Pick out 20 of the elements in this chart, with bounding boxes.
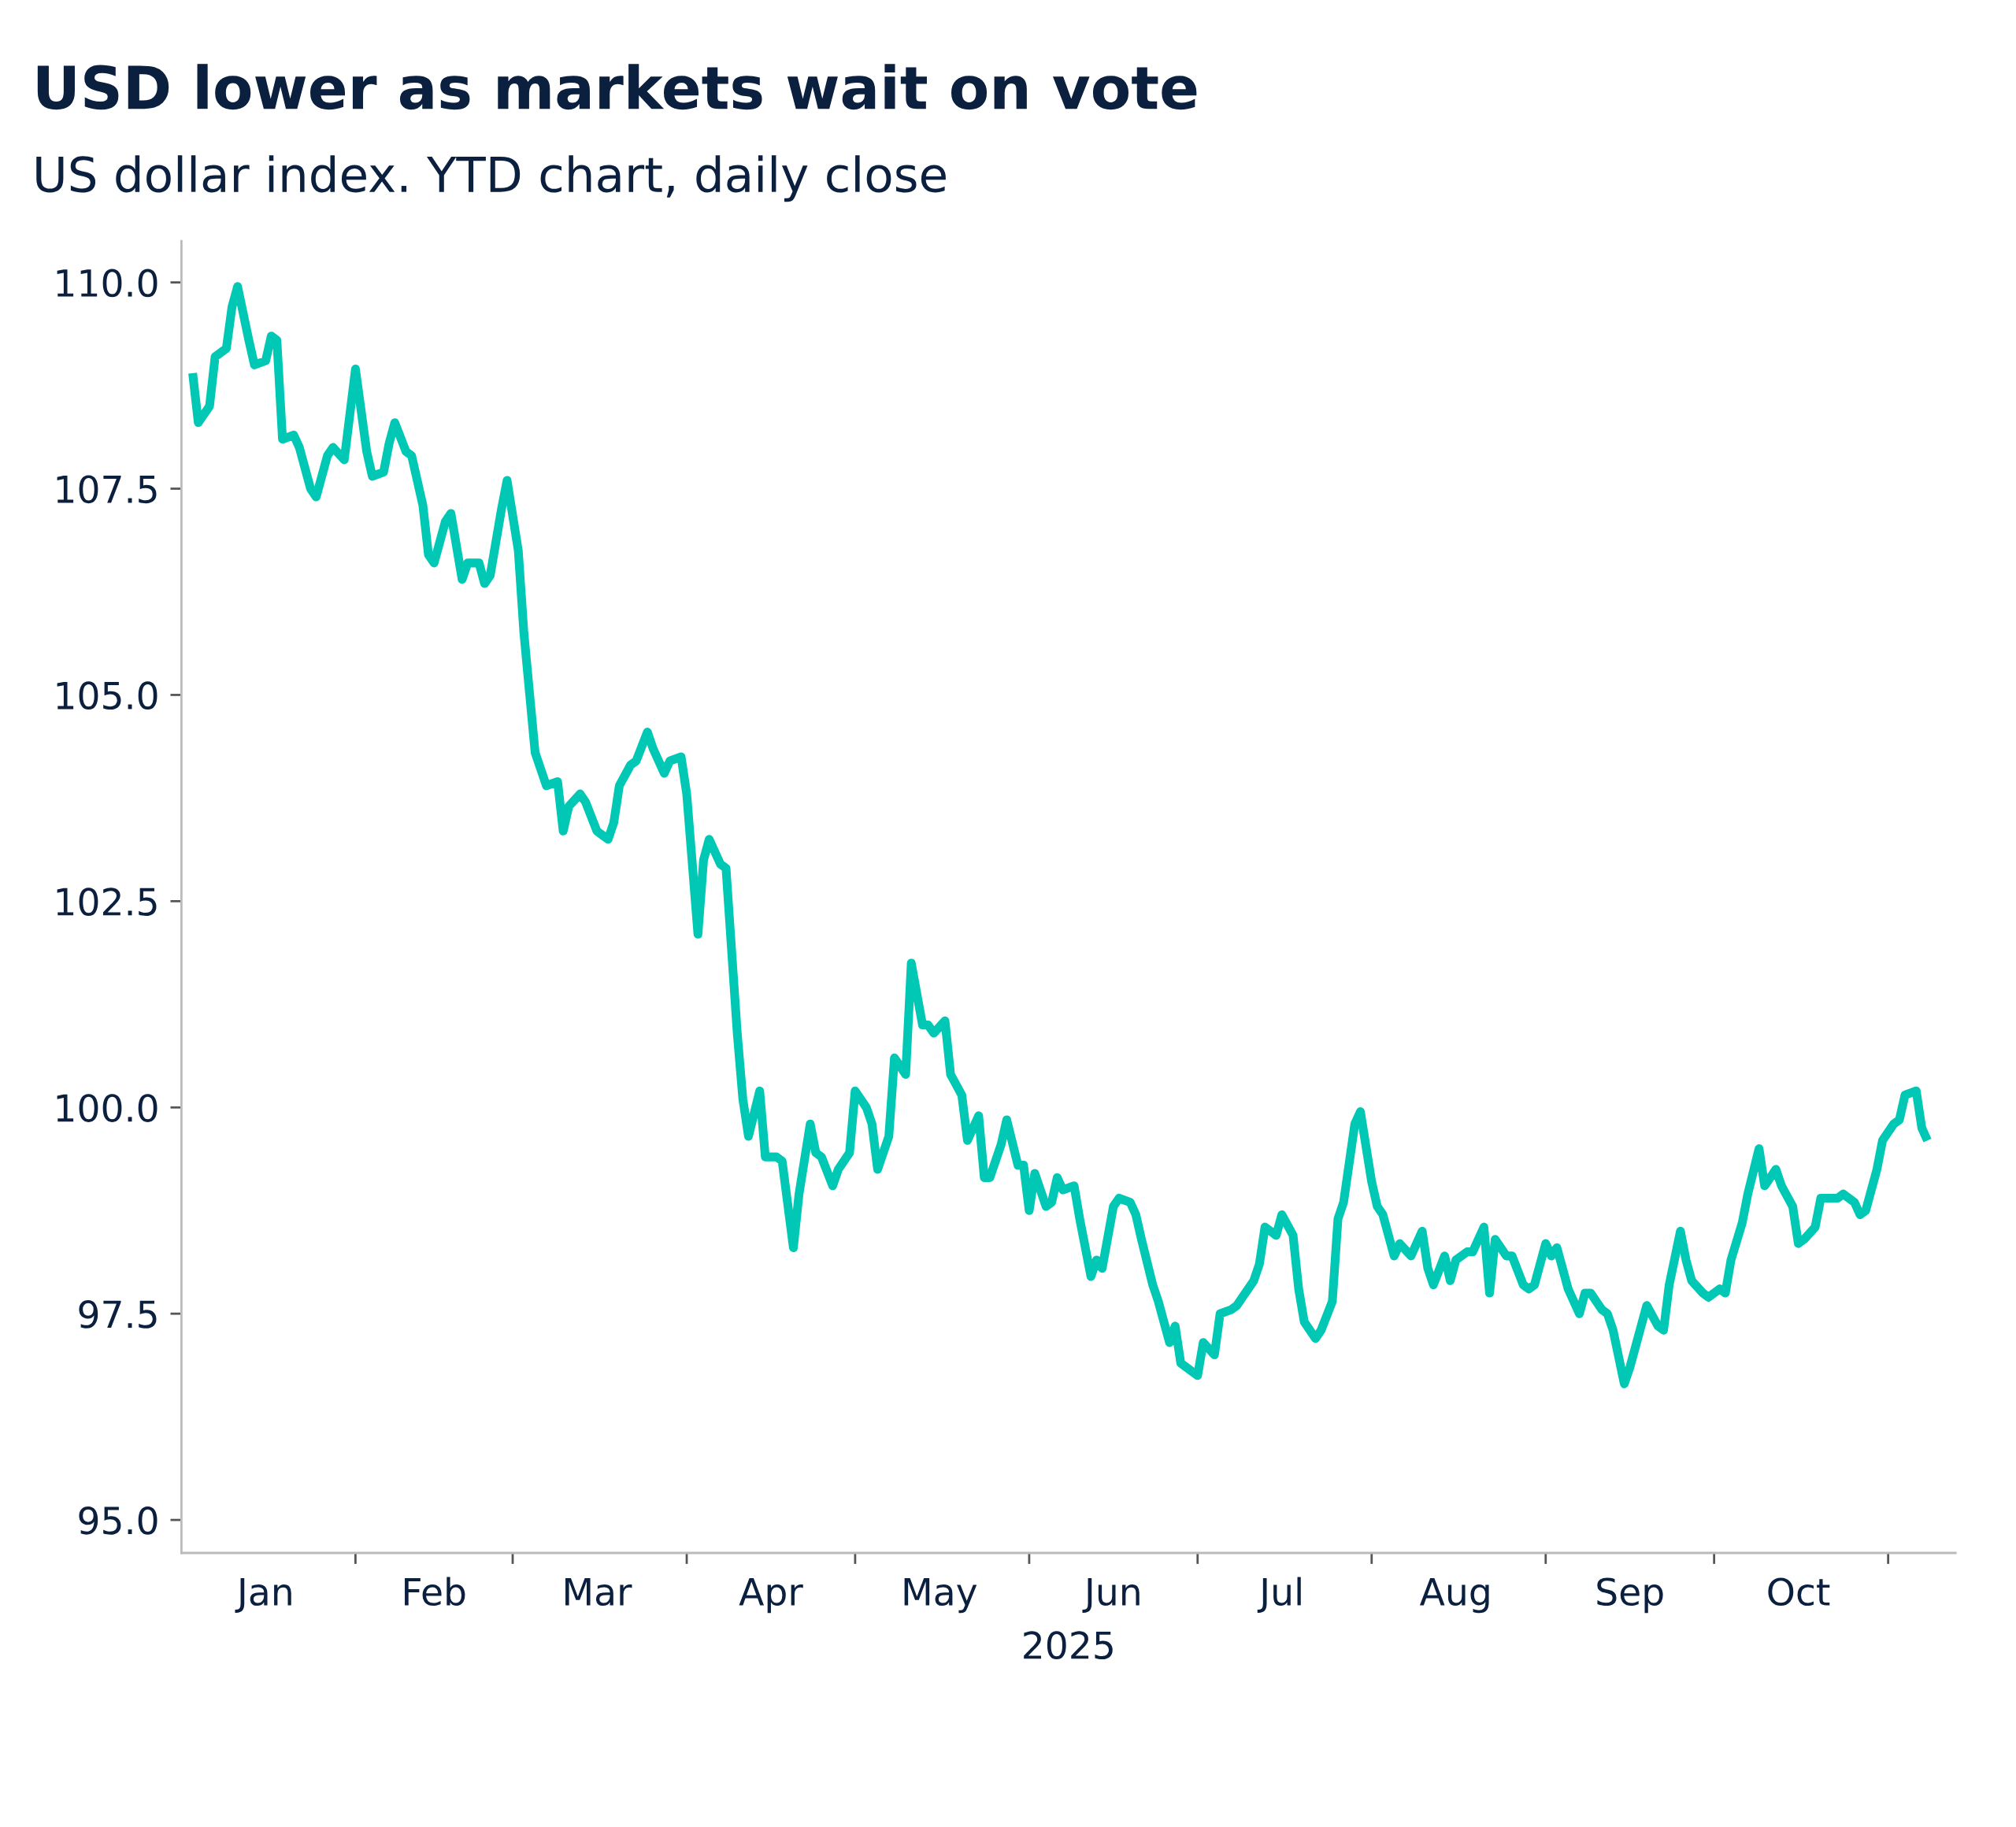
x-tick-label: Mar	[565, 1578, 632, 1606]
y-tick-label: 95.0	[79, 1506, 158, 1535]
x-tick-label: Jul	[1257, 1577, 1301, 1613]
y-tick-label: 105.0	[57, 681, 158, 710]
x-tick-label: Oct	[1768, 1577, 1830, 1606]
chart-subtitle: US dollar index. YTD chart, daily close	[36, 155, 946, 202]
y-tick-label: 102.5	[57, 888, 157, 916]
x-axis-title: 2025	[1024, 1631, 1113, 1660]
x-tick-label: Jan	[235, 1578, 291, 1613]
y-tick-label: 110.0	[57, 269, 158, 298]
x-tick-label: Aug	[1419, 1578, 1489, 1614]
y-tick-label: 100.0	[57, 1094, 158, 1122]
x-tick-label: May	[904, 1578, 977, 1614]
x-tick-label: Apr	[739, 1578, 803, 1614]
x-tick-label: Feb	[405, 1577, 465, 1606]
chart-title: USD lower as markets wait on vote	[37, 64, 1197, 110]
y-tick-label: 107.5	[57, 475, 157, 504]
y-tick-label: 97.5	[79, 1300, 157, 1329]
x-tick-label: Sep	[1597, 1577, 1663, 1614]
x-tick-label: Jun	[1082, 1578, 1140, 1613]
